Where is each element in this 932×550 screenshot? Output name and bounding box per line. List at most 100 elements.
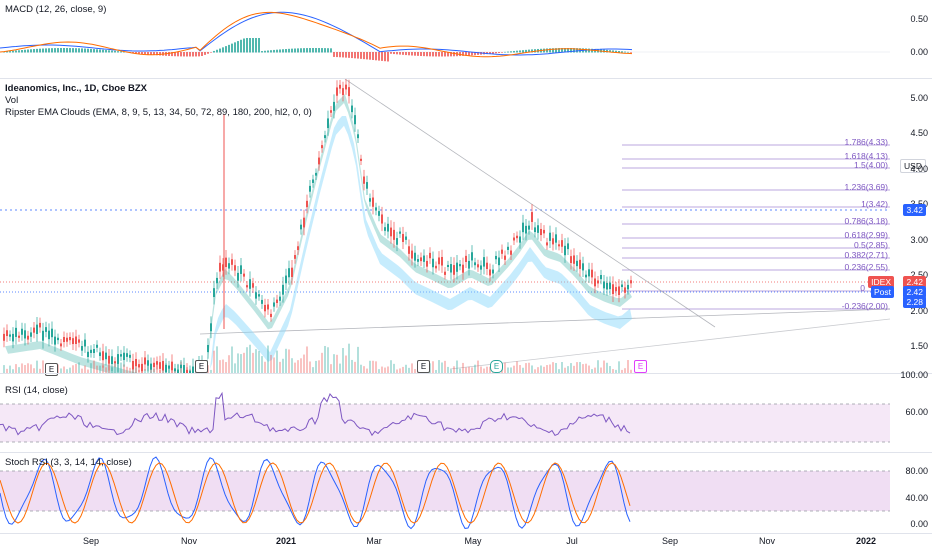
price-plot[interactable]	[0, 79, 890, 373]
earnings-marker[interactable]: E	[195, 360, 208, 373]
macd-histogram-bar	[144, 52, 146, 55]
candle-body	[390, 227, 392, 237]
candle-body	[384, 227, 386, 231]
currency-button[interactable]: USD	[900, 159, 926, 173]
candle-body	[372, 197, 374, 207]
price-tick: 2.00	[910, 306, 928, 316]
candle-body	[426, 260, 428, 267]
volume-bar	[615, 369, 617, 373]
candle-body	[30, 332, 32, 337]
candle-body	[9, 334, 11, 337]
volume-bar	[384, 367, 386, 373]
macd-histogram-bar	[78, 48, 80, 53]
macd-tick: 0.50	[910, 14, 928, 24]
macd-histogram-bar	[573, 48, 575, 53]
candle-body	[132, 360, 134, 370]
volume-bar	[486, 366, 488, 373]
stoch-plot[interactable]	[0, 453, 890, 533]
volume-bar	[291, 358, 293, 373]
volume-bar	[213, 350, 215, 373]
volume-bar	[309, 361, 311, 373]
candle-body	[165, 364, 167, 373]
macd-histogram-bar	[117, 51, 119, 53]
pane-divider[interactable]	[0, 78, 932, 79]
price-axis[interactable]: 5.00 4.50 4.00 3.50 3.00 2.50 2.00 1.50	[900, 79, 932, 373]
rsi-pane[interactable]: RSI (14, close) 100.00 60.00	[0, 370, 932, 452]
time-tick: 2021	[275, 536, 297, 546]
candle-body	[348, 87, 350, 97]
price-pane[interactable]: Ideanomics, Inc., 1D, Cboe BZX Vol Ripst…	[0, 79, 932, 376]
volume-bar	[240, 354, 242, 373]
earnings-marker[interactable]: E	[634, 360, 647, 373]
macd-histogram-bar	[339, 52, 341, 58]
macd-histogram-bar	[624, 51, 626, 53]
candle-body	[93, 349, 95, 354]
volume-bar	[6, 368, 8, 373]
macd-histogram-bar	[261, 51, 263, 53]
macd-histogram-bar	[417, 52, 419, 56]
macd-histogram-bar	[156, 52, 158, 56]
macd-histogram-bar	[186, 52, 188, 57]
volume-bar	[207, 365, 209, 373]
volume-bar	[390, 360, 392, 373]
volume-bar	[33, 368, 35, 373]
stoch-rsi-pane[interactable]: Stoch RSI (3, 3, 14, 14, close) 80.00 40…	[0, 453, 932, 533]
earnings-marker[interactable]: E	[45, 363, 58, 376]
volume-bar	[516, 361, 518, 373]
rsi-plot[interactable]	[0, 374, 890, 452]
macd-histogram-bar	[432, 52, 434, 57]
volume-bar	[462, 362, 464, 373]
macd-histogram-bar	[453, 52, 455, 57]
earnings-marker[interactable]: E	[417, 360, 430, 373]
candle-body	[24, 330, 26, 339]
volume-bar	[30, 364, 32, 373]
candle-body	[141, 363, 143, 372]
volume-bar	[102, 365, 104, 373]
volume-legend[interactable]: Vol	[5, 95, 19, 106]
fib-level-label: 1.786(4.33)	[844, 137, 888, 147]
candle-body	[333, 101, 335, 111]
candle-body	[399, 231, 401, 234]
candle-body	[114, 361, 116, 364]
earnings-marker[interactable]: E	[490, 360, 503, 373]
pane-divider[interactable]	[0, 452, 932, 453]
candle-body	[525, 225, 527, 234]
candle-body	[558, 244, 560, 247]
volume-bar	[222, 359, 224, 373]
volume-bar	[402, 366, 404, 373]
symbol-title[interactable]: Ideanomics, Inc., 1D, Cboe BZX	[5, 83, 148, 94]
volume-bar	[357, 346, 359, 373]
volume-bar	[396, 369, 398, 373]
macd-pane[interactable]: MACD (12, 26, close, 9) 0.50 0.00	[0, 0, 932, 78]
candle-body	[264, 304, 266, 312]
candle-body	[414, 252, 416, 261]
volume-bar	[123, 364, 125, 373]
volume-bar	[24, 365, 26, 373]
macd-histogram-bar	[438, 52, 440, 57]
macd-histogram-bar	[345, 52, 347, 58]
macd-histogram-bar	[411, 52, 413, 56]
macd-plot[interactable]	[0, 0, 890, 78]
volume-bar	[243, 352, 245, 373]
macd-histogram-bar	[318, 48, 320, 53]
pane-divider[interactable]	[0, 373, 932, 374]
macd-histogram-bar	[531, 49, 533, 53]
macd-histogram-bar	[48, 48, 50, 53]
volume-bar	[612, 369, 614, 373]
candle-body	[507, 246, 509, 250]
stoch-d-line	[0, 462, 631, 524]
macd-histogram-bar	[384, 52, 386, 62]
volume-bar	[42, 360, 44, 373]
volume-bar	[591, 369, 593, 373]
candle-body	[6, 330, 8, 337]
price-tick: 3.00	[910, 235, 928, 245]
volume-bar	[297, 360, 299, 373]
candle-body	[279, 296, 281, 301]
macd-histogram-bar	[546, 48, 548, 53]
ema-clouds-legend[interactable]: Ripster EMA Clouds (EMA, 8, 9, 5, 13, 34…	[5, 107, 312, 118]
candle-body	[282, 284, 284, 295]
macd-histogram-bar	[81, 48, 83, 53]
candle-body	[81, 346, 83, 351]
time-axis[interactable]	[0, 533, 890, 550]
volume-bar	[252, 352, 254, 373]
